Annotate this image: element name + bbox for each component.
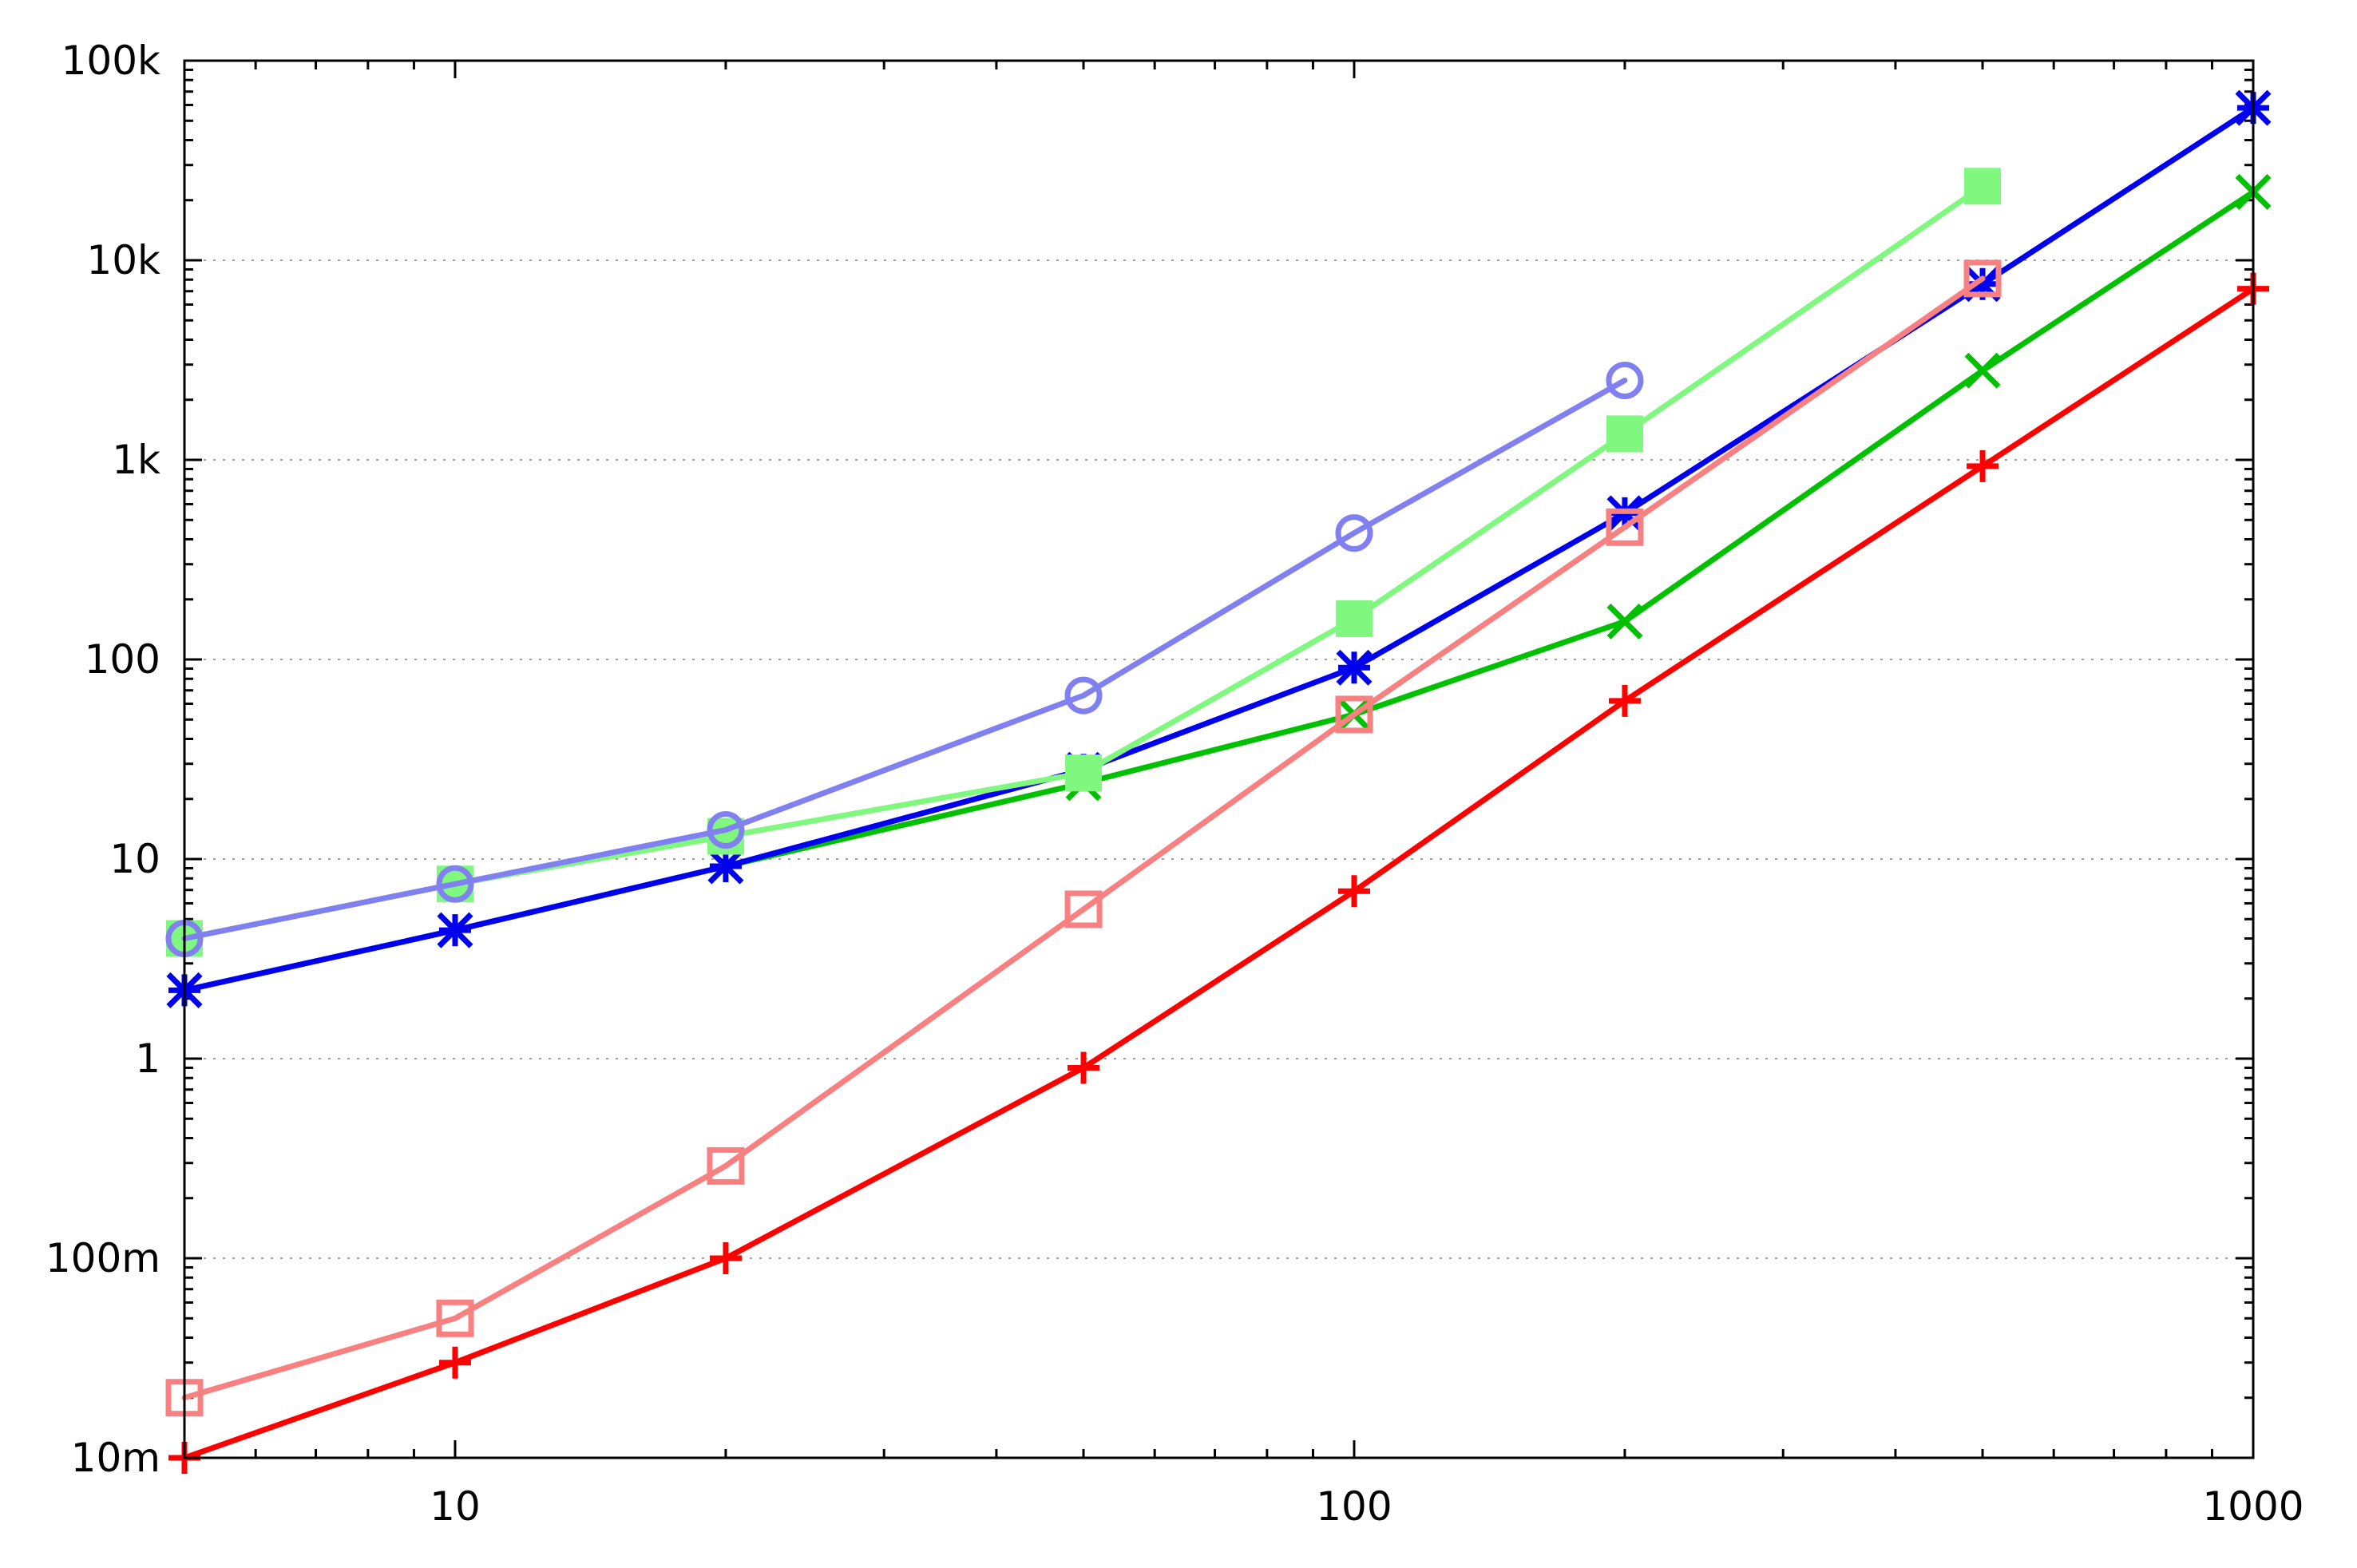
data-point [709, 1242, 742, 1274]
data-point [1606, 415, 1643, 453]
data-point [1335, 514, 1373, 552]
data-point [1335, 695, 1373, 734]
data-point [437, 912, 473, 948]
data-point [1964, 266, 2001, 303]
y-tick-label: 100m [46, 1235, 160, 1281]
data-point [1963, 259, 2002, 298]
x-tick-label: 100 [1316, 1483, 1392, 1530]
y-tick-label: 100 [85, 636, 160, 683]
plot-frame [183, 59, 2255, 1459]
tick-labels: 10m 100m 1 10 100 1k 10k 100k 10 100 1000 [46, 38, 2304, 1530]
data-point [707, 1146, 745, 1185]
data-point [1606, 508, 1644, 546]
series-line [181, 275, 1986, 1401]
data-point [1608, 684, 1641, 717]
series-line [181, 286, 2256, 1461]
y-tick-label: 10k [86, 237, 160, 283]
data-point [1964, 352, 2001, 389]
data-point [1606, 603, 1643, 639]
y-tick-label: 10 [109, 836, 160, 882]
data-point [1335, 600, 1373, 637]
series-line [181, 378, 1628, 941]
data-point [1337, 875, 1370, 908]
x-tick-label: 1000 [2202, 1483, 2304, 1530]
y-tick-label: 1 [135, 1035, 160, 1082]
data-point [1967, 449, 1999, 482]
data-point [1964, 168, 2002, 205]
data-point [1064, 890, 1103, 929]
y-tick-label: 100k [61, 38, 160, 84]
y-tick-label: 1k [112, 437, 160, 483]
data-point [436, 865, 474, 903]
data-point [1065, 754, 1103, 792]
data-point [1068, 1051, 1100, 1084]
data-point [436, 1299, 474, 1337]
data-point [438, 1346, 471, 1379]
x-tick-label: 10 [430, 1483, 481, 1530]
plot-frame-group [183, 59, 2255, 1459]
data-point [1606, 362, 1644, 400]
data-point [707, 848, 744, 885]
data-point [707, 810, 745, 849]
data-point [1064, 676, 1103, 715]
data-point [1336, 649, 1373, 686]
y-tick-label: 10m [71, 1435, 160, 1481]
